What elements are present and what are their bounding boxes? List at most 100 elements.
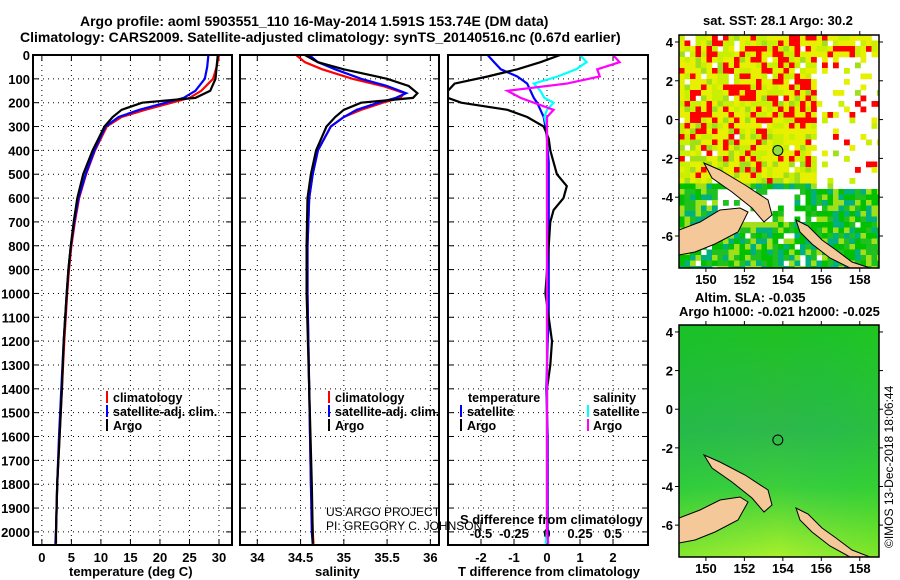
sst-cell bbox=[811, 84, 817, 91]
sst-cell bbox=[717, 266, 724, 268]
sst-cell bbox=[706, 150, 713, 157]
sst-cell bbox=[734, 150, 740, 157]
sst-cell bbox=[827, 260, 834, 267]
sst-cell bbox=[723, 79, 729, 85]
sst-cell bbox=[822, 260, 828, 267]
sst-cell bbox=[739, 57, 746, 63]
sst-cell bbox=[783, 101, 790, 107]
sst-cell bbox=[706, 183, 713, 190]
legend-s-satellite: satellite bbox=[593, 405, 640, 419]
sst-cell bbox=[756, 244, 762, 250]
sst-cell bbox=[717, 95, 724, 102]
sst-cell bbox=[761, 51, 768, 58]
sst-cell bbox=[822, 211, 828, 217]
sst-cell bbox=[734, 84, 740, 91]
sst-cell bbox=[761, 139, 768, 146]
sst-cell bbox=[855, 101, 861, 107]
sst-cell bbox=[679, 266, 685, 268]
sst-cell bbox=[750, 222, 757, 228]
figure-title-line1: Argo profile: aoml 5903551_110 16-May-20… bbox=[80, 13, 548, 29]
sst-cell bbox=[734, 68, 740, 74]
sst-cell bbox=[695, 40, 702, 47]
sst-cell bbox=[811, 134, 817, 140]
sst-cell bbox=[679, 79, 685, 85]
sst-cell bbox=[701, 139, 707, 146]
sst-cell bbox=[756, 167, 762, 173]
sst-cell bbox=[877, 205, 879, 212]
sst-cell bbox=[794, 139, 801, 146]
sst-cell bbox=[750, 62, 757, 69]
sst-cell bbox=[723, 200, 729, 206]
sst-cell bbox=[789, 46, 795, 52]
s-tick-label: 0.5 bbox=[604, 526, 622, 541]
sst-cell bbox=[800, 40, 806, 47]
legend-swatch-t-satellite bbox=[460, 405, 462, 417]
sst-cell bbox=[723, 249, 729, 256]
depth-tick-label: 300 bbox=[8, 120, 30, 135]
sst-cell bbox=[778, 211, 784, 217]
sst-cell bbox=[772, 227, 779, 234]
sst-cell bbox=[871, 117, 878, 124]
sst-cell bbox=[728, 90, 735, 96]
sst-cell bbox=[860, 84, 867, 91]
sst-cell bbox=[838, 222, 845, 228]
sst-cell bbox=[794, 227, 801, 234]
sst-cell bbox=[750, 150, 757, 157]
sst-cell bbox=[871, 194, 878, 201]
sst-cell bbox=[783, 244, 790, 250]
sst-cell bbox=[816, 51, 823, 58]
sst-cell bbox=[706, 117, 713, 124]
sst-cell bbox=[805, 79, 812, 85]
sst-cell bbox=[712, 200, 718, 206]
sst-cell bbox=[783, 161, 790, 168]
sst-cell bbox=[728, 35, 735, 41]
sst-cell bbox=[706, 73, 713, 80]
sst-cell bbox=[772, 139, 779, 146]
sst-cell bbox=[866, 211, 872, 217]
sst-cell bbox=[822, 194, 828, 201]
sst-cell bbox=[811, 227, 817, 234]
sst-cell bbox=[690, 189, 696, 195]
sst-cell bbox=[767, 106, 773, 113]
sst-cell bbox=[855, 51, 861, 58]
sst-cell bbox=[728, 244, 735, 250]
sst-cell bbox=[778, 249, 784, 256]
legend-climatology: climatology bbox=[113, 391, 183, 405]
sst-cell bbox=[778, 161, 784, 168]
sst-cell bbox=[805, 84, 812, 91]
sst-cell bbox=[745, 238, 751, 245]
sst-cell bbox=[728, 112, 735, 118]
sst-cell bbox=[734, 62, 740, 69]
sst-cell bbox=[800, 183, 806, 190]
sst-cell bbox=[712, 73, 718, 80]
sst-cell bbox=[761, 233, 768, 239]
sst-cell bbox=[706, 161, 713, 168]
sst-cell bbox=[723, 46, 729, 52]
sst-cell bbox=[690, 57, 696, 63]
sst-cell bbox=[833, 90, 839, 96]
sst-cell bbox=[877, 222, 879, 228]
sst-cell bbox=[794, 84, 801, 91]
sst-cell bbox=[750, 134, 757, 140]
sst-cell bbox=[734, 128, 740, 135]
sst-cell bbox=[844, 238, 850, 245]
sst-cell bbox=[684, 40, 691, 47]
sst-cell bbox=[822, 200, 828, 206]
sst-cell bbox=[679, 95, 685, 102]
sst-cell bbox=[767, 255, 773, 261]
sst-cell bbox=[811, 106, 817, 113]
sst-cell bbox=[816, 266, 823, 268]
sst-cell bbox=[794, 178, 801, 184]
sst-cell bbox=[728, 156, 735, 162]
sst-cell bbox=[871, 40, 878, 47]
sst-cell bbox=[877, 101, 879, 107]
sst-cell bbox=[750, 123, 757, 129]
sst-cell bbox=[679, 46, 685, 52]
sst-cell bbox=[844, 200, 850, 206]
sst-cell bbox=[701, 35, 707, 41]
legend-swatch-satellite bbox=[328, 405, 330, 417]
sst-cell bbox=[855, 244, 861, 250]
sst-cell bbox=[679, 112, 685, 118]
sst-cell bbox=[712, 205, 718, 212]
sst-cell bbox=[712, 128, 718, 135]
